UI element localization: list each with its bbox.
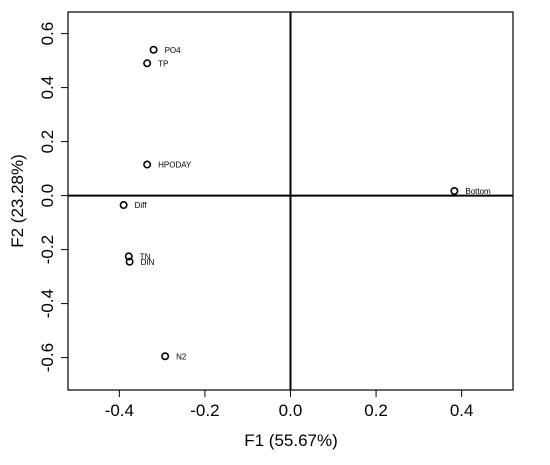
point-group: Diff (119, 201, 148, 210)
data-point (143, 160, 152, 169)
y-tick-label: 0.2 (38, 130, 57, 154)
data-point (124, 252, 133, 261)
point-label: Diff (135, 201, 148, 210)
point-label: N2 (176, 352, 187, 361)
y-tick-label: -0.6 (38, 343, 57, 372)
data-point (119, 201, 128, 210)
point-group: HPODAY (143, 160, 192, 170)
y-tick-label: 0.4 (38, 76, 57, 100)
x-tick-label: -0.2 (190, 401, 219, 420)
point-label: Bottom (465, 187, 491, 196)
point-group: PO4 (149, 45, 182, 55)
data-point (161, 352, 170, 361)
x-tick-label: 0.2 (364, 401, 388, 420)
x-tick-label: 0.4 (450, 401, 474, 420)
point-label: TN (140, 252, 151, 261)
x-axis-title: F1 (55.67%) (244, 431, 338, 450)
x-tick-label: 0.0 (279, 401, 303, 420)
y-tick-label: 0.6 (38, 22, 57, 46)
point-label: PO4 (165, 46, 182, 55)
y-tick-label: -0.2 (38, 235, 57, 264)
point-group: TP (143, 59, 168, 68)
y-tick-label: -0.4 (38, 289, 57, 318)
data-point (149, 45, 158, 54)
point-group: DIN (125, 257, 155, 267)
point-label: HPODAY (158, 161, 192, 170)
data-point (125, 257, 134, 266)
point-group: TN (124, 252, 151, 261)
data-point (143, 59, 152, 68)
point-label: TP (158, 59, 168, 68)
x-tick-label: -0.4 (105, 401, 134, 420)
point-group: N2 (161, 352, 187, 361)
x-axis-ticks: -0.4 -0.2 0.0 0.2 0.4 (105, 390, 474, 420)
y-tick-label: 0.0 (38, 184, 57, 208)
point-label: DIN (141, 258, 155, 267)
reference-lines (68, 12, 513, 390)
y-axis-ticks: -0.6 -0.4 -0.2 0.0 0.2 0.4 0.6 (38, 22, 68, 372)
data-point (450, 187, 459, 196)
y-axis-title: F2 (23.28%) (8, 154, 27, 248)
point-group: Bottom (450, 187, 491, 196)
